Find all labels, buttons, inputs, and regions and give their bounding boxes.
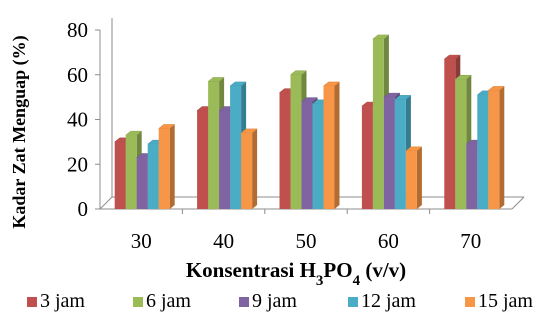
legend-swatch [348,297,358,307]
bar-front [444,59,456,210]
legend-label: 6 jam [146,290,191,312]
x-tick-label: 70 [460,229,481,253]
bar-side [499,86,505,209]
floor-right-edge [511,196,525,210]
bar-front [301,101,313,209]
legend-label: 15 jam [478,290,533,312]
legend-label: 9 jam [252,290,297,312]
legend-swatch [465,297,475,307]
bar-front [323,85,335,209]
bar-front [361,106,373,209]
bar-front [312,103,324,209]
bar-front [477,94,489,209]
legend-item: 12 jam [348,290,416,312]
x-axis-title: Konsentrasi H3PO4 (v/v) [186,258,406,289]
y-axis-title: Kadar Zat Menguap (%) [9,35,30,228]
x-tick-label: 60 [378,229,399,253]
bar-front [147,144,159,209]
bar [157,124,176,209]
legend-label: 3 jam [40,290,85,312]
legend-item: 9 jam [239,290,297,312]
x-axis-title-sub1: 3 [316,273,324,289]
legend-item: 6 jam [133,290,191,312]
bar-front [488,90,500,209]
bar-front [290,74,302,209]
legend-swatch [239,297,249,307]
bar [322,81,341,209]
x-axis-title-sub2: 4 [353,273,361,289]
bars [113,34,506,210]
bar-side [169,124,175,209]
bar-front [158,128,170,209]
legend-item: 15 jam [465,290,533,312]
bar-front [114,141,126,209]
y-tick-label: 40 [67,108,88,132]
bar-front [125,135,137,209]
x-axis-title-mid: PO [323,258,352,282]
bar-front [136,157,148,209]
x-tick-label: 50 [296,229,317,253]
x-tick-label: 40 [213,229,234,253]
y-axis-ticks: 0 20 40 60 80 [67,18,100,221]
bar-front [405,150,417,209]
bar-front [219,110,231,209]
bar-front [279,92,291,209]
bar-front [230,85,242,209]
legend-swatch [27,297,37,307]
bar [487,86,506,209]
legend-swatch [133,297,143,307]
y-tick-label: 0 [78,197,89,221]
y-tick-label: 80 [67,18,88,42]
bar-side [334,81,340,209]
bar-front [372,38,384,210]
legend-item: 3 jam [27,290,85,312]
y-tick-label: 20 [67,152,88,176]
bar-front [241,132,253,209]
bar [405,146,423,209]
x-axis-title-prefix: Konsentrasi H [186,258,316,282]
x-axis-ticks: 30 40 50 60 70 [131,209,481,253]
legend-label: 12 jam [361,290,416,312]
bar-side [252,128,258,209]
bar [240,128,258,209]
legend: 3 jam 6 jam 9 jam 12 jam 15 jam [27,290,533,312]
bar-front [208,81,220,209]
bar-front [455,79,467,209]
bar-front [197,110,209,209]
bar-side [416,146,422,209]
bar-front [466,144,478,209]
bar-front [383,97,395,209]
x-axis-title-suffix: (v/v) [360,258,406,282]
y-tick-label: 60 [67,63,88,87]
bar-front [394,99,406,209]
x-tick-label: 30 [131,229,152,253]
floor-left-edge [99,196,113,210]
